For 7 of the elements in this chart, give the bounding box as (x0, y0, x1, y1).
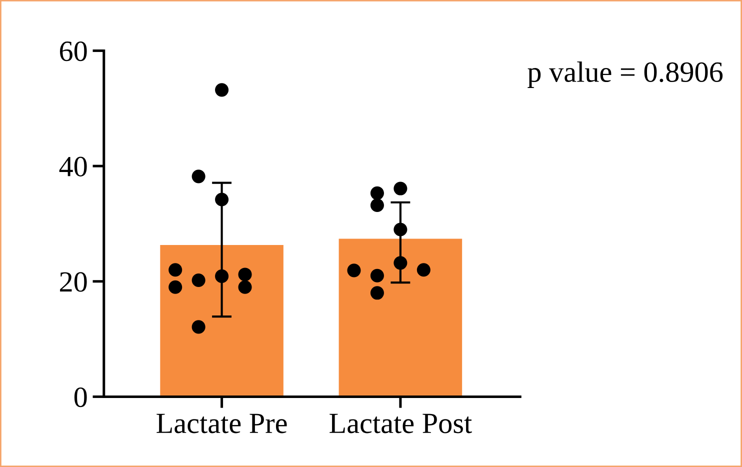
y-tick-label: 20 (60, 272, 87, 292)
text: p value = 0.8906 (528, 61, 723, 88)
y-tick-label: 40 (59, 156, 87, 176)
y-tick-label: 0 (74, 387, 87, 408)
x-tick-label: Lactate Pre (156, 414, 287, 434)
y-tick-label: 60 (60, 41, 87, 62)
x-tick-label: Lactate Post (330, 414, 472, 434)
